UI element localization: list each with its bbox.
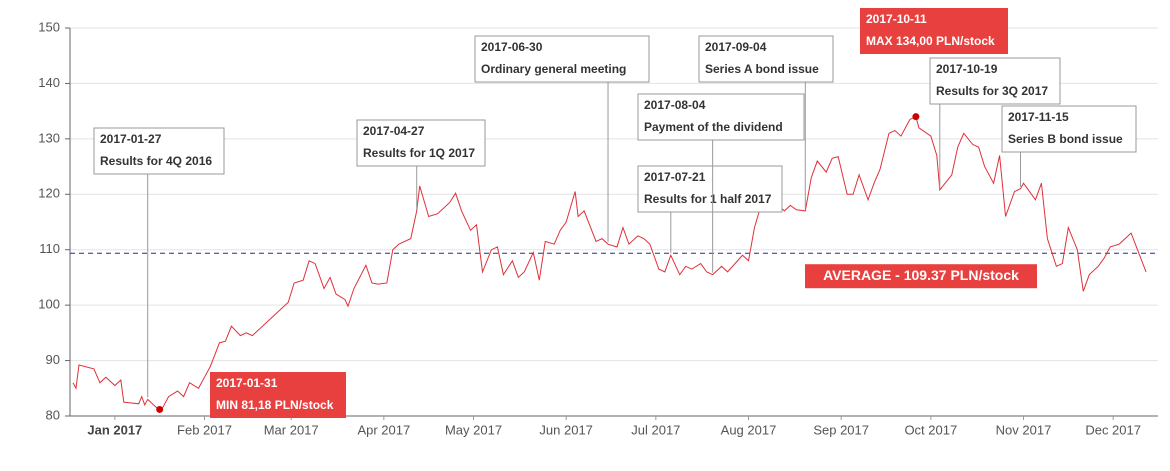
x-tick-label: Feb 2017 [177, 422, 232, 437]
annotation-date: 2017-10-19 [936, 62, 998, 76]
x-tick-label: Dec 2017 [1085, 422, 1141, 437]
x-tick-label: Aug 2017 [721, 422, 777, 437]
average-label-box [805, 264, 1037, 289]
annotation-box [356, 119, 486, 167]
annotation-text: Results for 1 half 2017 [644, 192, 772, 206]
annotation-box [637, 165, 783, 213]
x-tick-label: Jul 2017 [631, 422, 680, 437]
annotation-date: 2017-01-27 [100, 132, 162, 146]
annotation-text: Series A bond issue [705, 62, 819, 76]
annotation-box [929, 57, 1061, 105]
max-marker [912, 113, 920, 121]
y-tick-label: 100 [38, 297, 60, 312]
x-tick-label: Sep 2017 [813, 422, 869, 437]
annotation-text: Series B bond issue [1008, 132, 1123, 146]
y-tick-label: 80 [46, 407, 60, 422]
x-tick-label: May 2017 [445, 422, 502, 437]
annotation-box [93, 127, 225, 175]
y-tick-label: 150 [38, 19, 60, 34]
annotation-text: Payment of the dividend [644, 120, 783, 134]
annotation-date: 2017-06-30 [481, 40, 543, 54]
y-tick-label: 110 [39, 241, 60, 256]
average-label: AVERAGE - 109.37 PLN/stock [823, 267, 1019, 283]
x-tick-label: Mar 2017 [264, 422, 319, 437]
annotation-date: 2017-04-27 [363, 124, 425, 138]
annotation-text: Results for 3Q 2017 [936, 84, 1048, 98]
x-tick-label: Jun 2017 [539, 422, 593, 437]
y-tick-label: 130 [38, 130, 60, 145]
price-line [72, 115, 1147, 411]
annotation-text: Results for 4Q 2016 [100, 154, 212, 168]
x-tick-label: Nov 2017 [996, 422, 1052, 437]
y-tick-label: 120 [38, 186, 60, 201]
max-date: 2017-10-11 [866, 12, 927, 26]
max-box [860, 8, 1008, 54]
y-tick-label: 90 [46, 352, 60, 367]
annotation-date: 2017-08-04 [644, 98, 706, 112]
x-tick-label: Apr 2017 [357, 422, 410, 437]
min-box [210, 372, 346, 418]
min-marker [156, 405, 164, 413]
annotation-text: Results for 1Q 2017 [363, 146, 475, 160]
annotation-date: 2017-09-04 [705, 40, 767, 54]
annotation-text: Ordinary general meeting [481, 62, 626, 76]
min-label: MIN 81,18 PLN/stock [216, 398, 334, 412]
annotation-box [474, 35, 650, 83]
annotation-date: 2017-11-15 [1008, 110, 1069, 124]
annotation-box [1001, 105, 1137, 153]
annotation-date: 2017-07-21 [644, 170, 706, 184]
y-tick-label: 140 [38, 75, 60, 90]
annotation-box [637, 93, 805, 141]
x-tick-label: Oct 2017 [904, 422, 957, 437]
annotation-box [698, 35, 834, 83]
max-label: MAX 134,00 PLN/stock [866, 34, 995, 48]
min-date: 2017-01-31 [216, 376, 278, 390]
x-tick-label: Jan 2017 [87, 422, 142, 437]
